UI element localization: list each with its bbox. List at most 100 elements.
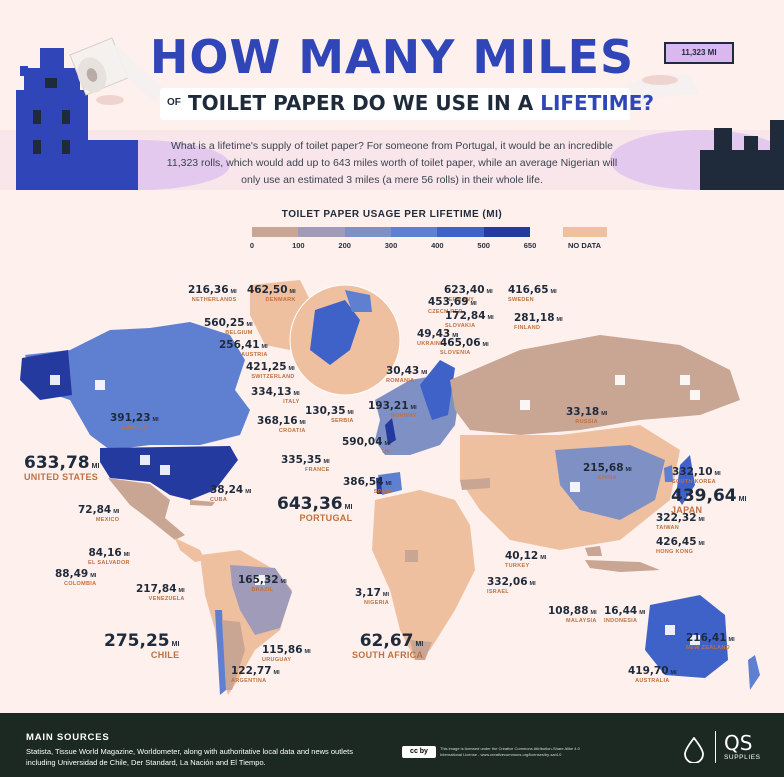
country-name: NIGERIA [364, 600, 390, 606]
country-value: 165,32 [238, 574, 279, 586]
unit-label: MI [487, 315, 494, 321]
country-label: 108,88 MI MALAYSIA [548, 602, 597, 625]
brazil-shape [230, 565, 292, 635]
country-label: 40,12 MI TURKEY [505, 547, 546, 570]
subtitle-highlight: LIFETIME? [540, 91, 654, 115]
country-value: 30,43 [386, 365, 420, 377]
country-value: 419,70 [628, 665, 669, 677]
country-value: 115,86 [262, 644, 303, 656]
unit-label: MI [323, 459, 330, 465]
country-name: UK [382, 449, 391, 455]
scandinavia-shape [420, 360, 455, 420]
country-name: SPAIN [373, 489, 392, 495]
legend-tick: 100 [292, 241, 305, 250]
country-label: 215,68 MI CHINA [583, 459, 632, 482]
country-name: SOUTH KOREA [672, 479, 716, 485]
intro-text: What is a lifetime's supply of toilet pa… [166, 140, 618, 186]
unit-label: MI [230, 289, 237, 295]
unit-label: MI [304, 649, 311, 655]
unit-label: MI [540, 555, 547, 561]
unit-label: MI [698, 541, 705, 547]
country-label: 72,84 MI MEXICO [78, 501, 119, 524]
cc-license-badge[interactable]: cc by [402, 746, 436, 758]
unit-label: MI [698, 517, 705, 523]
country-label: 122,77 MI ARGENTINA [231, 662, 280, 685]
country-value: 216,36 [188, 284, 229, 296]
country-value: 335,35 [281, 454, 322, 466]
country-label: 322,32 MI TAIWAN [656, 509, 705, 532]
country-label: 172,84 MI SLOVAKIA [445, 307, 494, 330]
footer: MAIN SOURCES Statista, Tissue World Maga… [0, 713, 784, 777]
country-value: 88,49 [55, 568, 89, 580]
country-value: 72,84 [78, 504, 112, 516]
country-value: 439,64 [671, 486, 737, 506]
country-value: 281,18 [514, 312, 555, 324]
country-name: RUSSIA [575, 419, 598, 425]
alaska-shape [20, 350, 72, 400]
unit-label: MI [550, 289, 557, 295]
country-value: 130,35 [305, 405, 346, 417]
legend-tick: 300 [384, 241, 398, 250]
roll-markers [50, 375, 700, 645]
country-value: 462,50 [247, 284, 288, 296]
country-label: 216,41 MI NEW ZEALAND [686, 629, 735, 652]
legend-swatch [437, 227, 484, 237]
subtitle-box [160, 88, 630, 120]
unit-label: MI [625, 467, 632, 473]
argentina-shape [222, 620, 245, 690]
country-name: SLOVENIA [440, 350, 471, 356]
country-value: 386,54 [343, 476, 384, 488]
legend-no-data-swatch [563, 227, 607, 237]
country-name: NORWAY [390, 413, 417, 419]
country-value: 122,77 [231, 665, 272, 677]
subtitle: TOILET PAPER DO WE USE IN A LIFETIME? [188, 91, 654, 115]
country-value: 332,06 [487, 576, 528, 588]
country-value: 368,16 [257, 415, 298, 427]
country-label: 332,06 MI ISRAEL [487, 573, 536, 596]
subtitle-main: TOILET PAPER DO WE USE IN A [188, 91, 534, 115]
legend-tick: 0 [249, 241, 255, 250]
country-name: SERBIA [331, 418, 354, 424]
turkey-shape [460, 478, 490, 490]
unit-label: MI [639, 610, 646, 616]
country-name: CUBA [210, 497, 228, 503]
country-label: 84,16 MI EL SALVADOR [88, 544, 130, 567]
country-value: 62,67 [359, 631, 414, 651]
unit-label: MI [556, 317, 563, 323]
legend-tick: 200 [338, 241, 351, 250]
country-value: 256,41 [219, 339, 260, 351]
world-map [20, 280, 760, 695]
country-name: CANADA [121, 425, 148, 431]
country-name: NEW ZEALAND [686, 645, 730, 651]
unit-label: MI [410, 405, 417, 411]
country-label: 419,70 MI AUSTRALIA [628, 662, 677, 685]
country-label: 88,49 MI COLOMBIA [55, 565, 96, 588]
unit-label: MI [486, 289, 493, 295]
country-label: 275,25 MI CHILE [104, 633, 179, 660]
country-name: GERMANY [444, 297, 475, 303]
country-name: BRAZIL [251, 587, 274, 593]
brand-logo[interactable]: QS [724, 731, 753, 755]
country-name: MEXICO [95, 517, 120, 523]
country-value: 217,84 [136, 583, 177, 595]
legend-swatch [344, 227, 391, 237]
country-label: 643,36 MI PORTUGAL [277, 496, 352, 523]
country-label: 130,35 MI SERBIA [305, 402, 354, 425]
country-value: 215,68 [583, 462, 624, 474]
unit-label: MI [289, 289, 296, 295]
country-label: 335,35 MI FRANCE [281, 451, 330, 474]
country-name: DENMARK [265, 297, 296, 303]
country-name: NETHERLANDS [191, 297, 237, 303]
unit-label: MI [385, 481, 392, 487]
city-silhouette-icon [700, 120, 784, 190]
cuba-shape [190, 500, 215, 506]
country-value: 84,16 [88, 547, 122, 559]
unit-label: MI [246, 322, 253, 328]
nigeria-shape [405, 550, 418, 562]
unit-label: MI [113, 509, 120, 515]
unit-label: MI [261, 344, 268, 350]
country-label: 421,25 MI SWITZERLAND [246, 358, 295, 381]
country-value: 391,23 [110, 412, 151, 424]
country-value: 33,18 [566, 406, 600, 418]
country-label: 334,13 MI ITALY [251, 383, 300, 406]
